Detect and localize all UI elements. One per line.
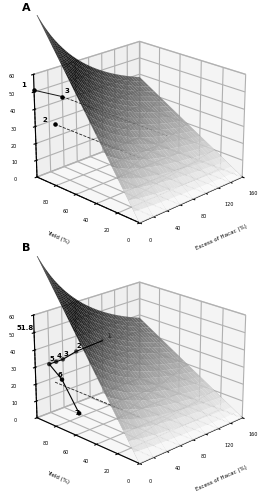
Y-axis label: Yield (%): Yield (%) xyxy=(46,230,70,244)
X-axis label: Excess of Hacac (%): Excess of Hacac (%) xyxy=(195,464,248,491)
X-axis label: Excess of Hacac (%): Excess of Hacac (%) xyxy=(195,224,248,251)
Text: A: A xyxy=(22,2,31,12)
Text: B: B xyxy=(22,244,30,254)
Y-axis label: Yield (%): Yield (%) xyxy=(46,471,70,486)
